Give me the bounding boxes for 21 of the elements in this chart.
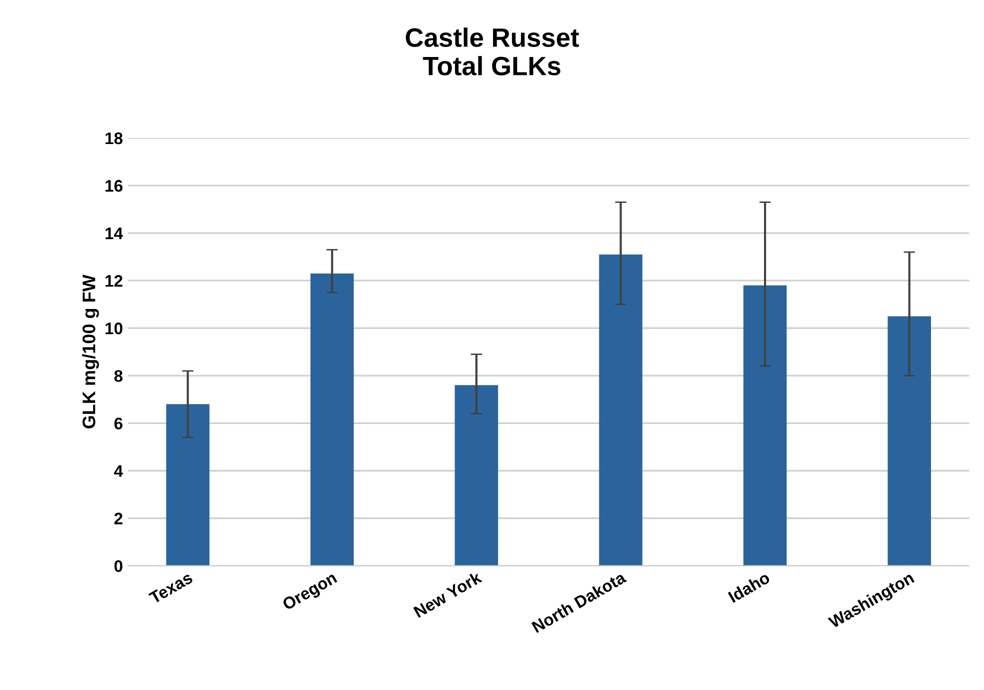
y-tick-label: 12 <box>106 275 122 287</box>
y-tick-label: 6 <box>114 418 122 430</box>
y-tick-label: 14 <box>106 228 123 240</box>
x-tick-label: Texas <box>148 572 194 604</box>
chart-title: Castle Russet Total GLKs <box>406 28 579 76</box>
bar <box>454 385 498 566</box>
y-tick-label: 4 <box>114 465 123 477</box>
bar <box>310 273 354 566</box>
bar <box>599 254 642 566</box>
bar <box>166 404 210 566</box>
y-tick-label: 2 <box>114 512 122 524</box>
y-tick-label: 8 <box>114 370 123 382</box>
x-tick-label: Idaho <box>728 570 771 603</box>
y-tick-label: 10 <box>106 322 122 334</box>
x-tick-label: New York <box>412 570 483 618</box>
bar <box>888 316 931 566</box>
y-tick-label: 18 <box>106 132 123 144</box>
y-tick-label: 16 <box>106 180 122 192</box>
y-axis-title: GLK mg/100 g FW <box>82 274 99 428</box>
y-tick-label: 0 <box>114 560 122 572</box>
bar <box>743 285 787 566</box>
